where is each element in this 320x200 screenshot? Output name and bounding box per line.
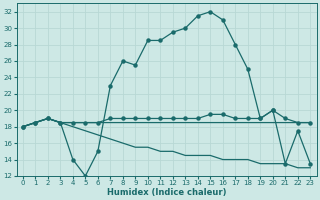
X-axis label: Humidex (Indice chaleur): Humidex (Indice chaleur): [107, 188, 226, 197]
